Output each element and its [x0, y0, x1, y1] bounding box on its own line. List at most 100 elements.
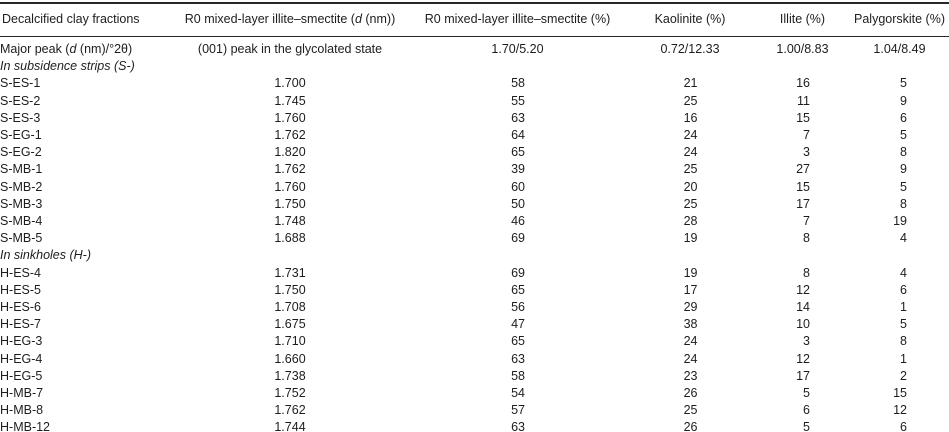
sample-id-cell: S-ES-3 — [0, 110, 41, 125]
table-row: S-MB-5 1.688 69 19 8 4 — [0, 230, 949, 247]
is-pct-value: 63 — [511, 351, 525, 366]
d-nm-cell: 1.752 — [170, 385, 410, 402]
major-peak-label-post: (nm)/°2θ) — [76, 42, 133, 56]
is-pct-cell: 65 — [410, 144, 625, 161]
major-peak-kaolinite-cell: 0.72/12.33 — [660, 42, 720, 56]
table-row: H-MB-12 1.744 63 26 5 6 — [0, 419, 949, 432]
palygorskite-pct-cell: 6 — [850, 110, 949, 127]
kaolinite-pct-value: 24 — [683, 351, 698, 366]
illite-pct-value: 15 — [796, 110, 810, 125]
illite-pct-cell: 14 — [755, 299, 850, 316]
sample-id-cell: H-MB-7 — [0, 386, 44, 401]
illite-pct-cell: 10 — [755, 316, 850, 333]
d-nm-cell: 1.760 — [170, 110, 410, 127]
d-nm-value: 1.688 — [274, 231, 306, 246]
illite-pct-cell: 8 — [755, 265, 850, 282]
sample-id-cell: H-EG-3 — [0, 334, 43, 349]
d-nm-cell: 1.731 — [170, 265, 410, 282]
illite-pct-cell: 12 — [755, 282, 850, 299]
illite-pct-cell — [755, 58, 850, 75]
major-peak-label-d: d — [69, 42, 77, 56]
is-pct-value: 54 — [511, 386, 525, 401]
palygorskite-pct-cell: 5 — [850, 316, 949, 333]
d-nm-value: 1.675 — [274, 317, 306, 332]
palygorskite-pct-cell: 8 — [850, 144, 949, 161]
sample-id-cell: S-MB-3 — [0, 196, 43, 211]
is-pct-cell: 63 — [410, 419, 625, 432]
major-peak-label-pre: Major peak ( — [0, 42, 70, 56]
kaolinite-pct-value: 28 — [683, 214, 698, 229]
d-nm-cell: 1.762 — [170, 127, 410, 144]
kaolinite-pct-value: 23 — [683, 368, 698, 383]
is-pct-cell: 39 — [410, 161, 625, 178]
header-is-d-nm-d: d — [354, 12, 362, 26]
illite-pct-cell: 17 — [755, 368, 850, 385]
major-peak-palygorskite-cell: 1.04/8.49 — [873, 42, 926, 56]
illite-pct-value: 15 — [796, 179, 810, 194]
is-pct-cell: 64 — [410, 127, 625, 144]
kaolinite-pct-value: 25 — [683, 403, 698, 418]
is-pct-value: 56 — [511, 300, 525, 315]
palygorskite-pct-value: 5 — [900, 128, 907, 143]
sample-id-cell: S-ES-1 — [0, 76, 41, 91]
is-pct-value: 63 — [511, 420, 525, 432]
palygorskite-pct-cell: 9 — [850, 161, 949, 178]
kaolinite-pct-value: 24 — [683, 145, 698, 160]
is-pct-value: 63 — [511, 110, 525, 125]
illite-pct-value: 5 — [803, 386, 810, 401]
palygorskite-pct-cell: 6 — [850, 282, 949, 299]
kaolinite-pct-cell: 17 — [625, 282, 755, 299]
palygorskite-pct-cell: 12 — [850, 402, 949, 419]
kaolinite-pct-value: 24 — [683, 128, 698, 143]
kaolinite-pct-cell: 25 — [625, 402, 755, 419]
palygorskite-pct-value: 8 — [900, 196, 907, 211]
kaolinite-pct-cell: 24 — [625, 333, 755, 350]
illite-pct-cell: 6 — [755, 402, 850, 419]
kaolinite-pct-cell: 38 — [625, 316, 755, 333]
illite-pct-value: 7 — [803, 128, 810, 143]
header-decalcified-clay-fractions: Decalcified clay fractions — [0, 3, 170, 37]
sample-id-cell: S-ES-2 — [0, 93, 41, 108]
d-nm-value: 1.738 — [274, 368, 306, 383]
palygorskite-pct-value: 9 — [900, 162, 907, 177]
illite-pct-cell: 5 — [755, 385, 850, 402]
palygorskite-pct-value: 2 — [900, 368, 907, 383]
is-pct-value: 65 — [511, 145, 525, 160]
kaolinite-pct-cell: 20 — [625, 179, 755, 196]
d-nm-cell: 1.748 — [170, 213, 410, 230]
header-is-d-nm-post: (nm)) — [361, 12, 396, 26]
kaolinite-pct-cell: 25 — [625, 196, 755, 213]
illite-pct-cell: 3 — [755, 144, 850, 161]
table-row: H-MB-8 1.762 57 25 6 12 — [0, 402, 949, 419]
kaolinite-pct-cell: 24 — [625, 351, 755, 368]
is-pct-cell: 65 — [410, 282, 625, 299]
palygorskite-pct-value: 6 — [900, 110, 907, 125]
kaolinite-pct-cell: 21 — [625, 75, 755, 92]
palygorskite-pct-cell: 1 — [850, 351, 949, 368]
table-row: S-MB-2 1.760 60 20 15 5 — [0, 179, 949, 196]
is-pct-cell: 69 — [410, 230, 625, 247]
d-nm-cell: 1.688 — [170, 230, 410, 247]
palygorskite-pct-cell: 1 — [850, 299, 949, 316]
palygorskite-pct-cell: 5 — [850, 179, 949, 196]
palygorskite-pct-value: 12 — [893, 403, 907, 418]
illite-pct-cell: 16 — [755, 75, 850, 92]
is-pct-cell: 63 — [410, 110, 625, 127]
table-row: In sinkholes (H-) — [0, 247, 949, 264]
sample-id-cell: H-EG-4 — [0, 351, 43, 366]
major-peak-label-cell: Major peak (d (nm)/°2θ) — [0, 37, 170, 59]
d-nm-value: 1.745 — [274, 93, 306, 108]
d-nm-value: 1.750 — [274, 282, 306, 297]
sample-id-cell: S-MB-4 — [0, 214, 43, 229]
palygorskite-pct-value: 4 — [900, 265, 907, 280]
palygorskite-pct-value: 9 — [900, 93, 907, 108]
table-row: H-EG-4 1.660 63 24 12 1 — [0, 351, 949, 368]
is-pct-cell: 65 — [410, 333, 625, 350]
kaolinite-pct-cell: 29 — [625, 299, 755, 316]
palygorskite-pct-cell: 5 — [850, 127, 949, 144]
palygorskite-pct-cell: 6 — [850, 419, 949, 432]
d-nm-value: 1.760 — [274, 110, 306, 125]
is-pct-value: 57 — [511, 403, 525, 418]
sample-id-cell: H-MB-12 — [0, 420, 51, 432]
is-pct-cell: 69 — [410, 265, 625, 282]
